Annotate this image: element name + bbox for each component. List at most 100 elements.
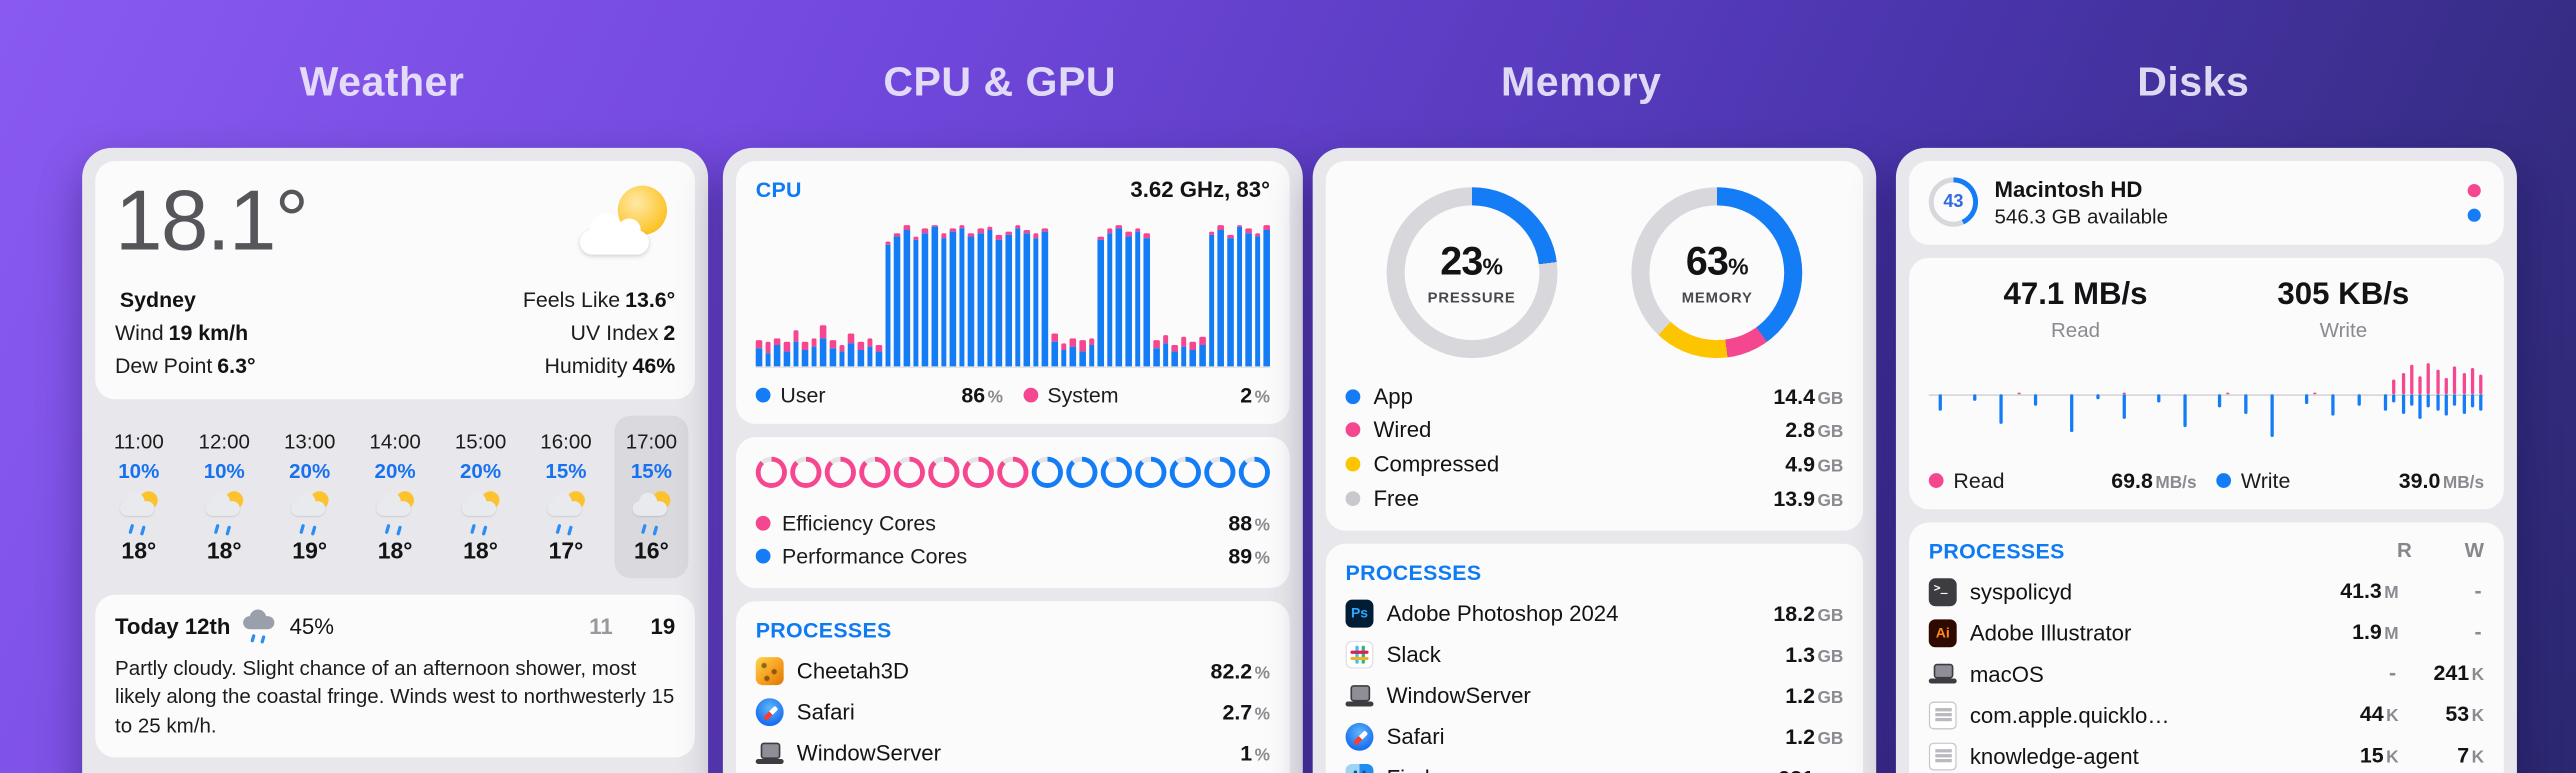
cpu-widget-title: CPU & GPU: [883, 59, 1117, 106]
cpu-history-bar: [922, 215, 929, 367]
system-legend-label: System: [1047, 382, 1119, 408]
process-value-unit: GB: [1817, 688, 1844, 708]
process-row: macOS - 241 K: [1928, 653, 2484, 694]
cpu-history-bar: [1023, 215, 1030, 367]
laptop-icon: [1928, 660, 1957, 688]
performance-core-ring: [1031, 456, 1063, 488]
performance-core-ring: [1238, 456, 1270, 488]
read-number: 1.9: [2352, 619, 2382, 645]
process-value-unit: GB: [1817, 647, 1844, 667]
hour-time: 17:00: [625, 430, 678, 454]
efficiency-core-ring: [962, 456, 994, 488]
cpu-history-bar: [1088, 215, 1095, 367]
wind-label: Wind: [115, 319, 164, 345]
disk-activity-slot: [2243, 357, 2248, 452]
app-legend-dot: [1345, 389, 1361, 404]
disk-activity-slot: [2226, 357, 2231, 452]
write-speed-label: Write: [2319, 317, 2368, 341]
cpu-history-bar: [1227, 215, 1233, 367]
disk-activity-slot: [2295, 357, 2300, 452]
disk-activity-slot: [2348, 357, 2353, 452]
app-value-unit: GB: [1817, 389, 1844, 409]
cpu-gpu-widget[interactable]: CPU 3.62 GHz, 83° User 86% System 2%: [722, 147, 1303, 773]
cpu-history-bar: [931, 215, 938, 367]
disk-activity-slot: [2068, 357, 2073, 452]
disk-activity-slot: [2470, 357, 2475, 452]
cpu-history-bar: [1060, 215, 1067, 367]
performance-percent-unit: %: [1254, 547, 1270, 568]
write-legend-dot: [2216, 472, 2232, 488]
rain-cloud-sun-icon: [117, 491, 160, 533]
write-rate-number: 39.0: [2398, 467, 2441, 493]
memory-widget[interactable]: 23% PRESSURE 63% MEMORY App 14.4 GB: [1312, 147, 1877, 773]
process-cpu-percent: 82.2%: [1211, 656, 1270, 686]
hour-time: 11:00: [113, 430, 164, 454]
write-legend-label: Write: [2240, 467, 2291, 493]
memory-usage-donut: 63% MEMORY: [1631, 187, 1803, 359]
memory-processes-section: PROCESSES Adobe Photoshop 2024 18.2GB Sl…: [1325, 544, 1864, 773]
user-percent-number: 86: [961, 382, 986, 408]
cpu-history-bar: [1069, 215, 1076, 367]
hour-precip: 15%: [545, 460, 587, 484]
disk-activity-slot: [2016, 357, 2021, 452]
disk-activity-slot: [2452, 357, 2457, 452]
cpu-history-bar: [1143, 215, 1150, 367]
hourly-column: 11:00 10% 18°: [102, 416, 176, 579]
disk-activity-slot: [2051, 357, 2056, 452]
free-memory-value: 13.9 GB: [1773, 486, 1843, 511]
weather-widget[interactable]: 18.1° Sydney Wind 19 km/h Dew Point 6.3° F…: [82, 147, 709, 773]
read-unit: M: [2384, 624, 2399, 645]
photoshop-icon: [1345, 600, 1374, 629]
cpu-history-bar: [1245, 215, 1252, 367]
process-value-unit: GB: [1817, 729, 1844, 749]
finder-icon: [1345, 764, 1374, 773]
cpu-core-rings: [755, 453, 1270, 491]
free-legend-dot: [1345, 490, 1361, 506]
process-name: Finder: [1387, 766, 1766, 773]
process-memory-value: 1.2 GB: [1785, 723, 1843, 753]
compressed-memory-value: 4.9 GB: [1785, 452, 1843, 477]
process-memory-value: 1.2 GB: [1785, 682, 1843, 712]
efficiency-core-ring: [893, 456, 925, 488]
cpu-history-bar: [857, 215, 864, 367]
performance-cores-label: Performance Cores: [782, 542, 968, 568]
process-value-number: 82.2: [1210, 657, 1253, 683]
weather-widget-title: Weather: [299, 59, 465, 106]
cpu-processes-section: PROCESSES Cheetah3D 82.2% Safari 2.7% Wi…: [736, 601, 1290, 773]
disk-activity-slot: [2164, 357, 2169, 452]
read-column-header: R: [2396, 538, 2412, 562]
cpu-history-bar: [1051, 215, 1058, 367]
free-value-unit: GB: [1817, 490, 1844, 511]
user-percent: 86%: [961, 383, 1003, 408]
cpu-usage-section: CPU 3.62 GHz, 83° User 86% System 2%: [736, 161, 1290, 424]
wired-value-unit: GB: [1817, 422, 1844, 443]
read-rate-number: 69.8: [2111, 467, 2153, 493]
disk-activity-slot: [2130, 357, 2135, 452]
feels-like-label: Feels Like: [522, 286, 621, 312]
sun-behind-cloud-icon: [579, 184, 675, 260]
process-memory-value: 1.3 GB: [1785, 641, 1843, 671]
write-column-header: W: [2464, 538, 2485, 562]
disk-activity-slot: [2322, 357, 2327, 452]
process-read-value: -: [2307, 659, 2399, 689]
today-precip: 45%: [289, 613, 334, 639]
write-rate: 39.0 MB/s: [2399, 467, 2484, 492]
disk-activity-slot: [2409, 357, 2414, 452]
laptop-icon: [755, 739, 784, 767]
process-row: Safari 2.7%: [755, 692, 1270, 733]
process-memory-value: 931MB: [1778, 764, 1843, 773]
disk-activity-slot: [2138, 357, 2143, 452]
today-high-temp: 19: [650, 613, 676, 639]
memory-free-row: Free 13.9 GB: [1345, 481, 1843, 515]
process-memory-value: 18.2 GB: [1773, 599, 1843, 629]
disk-activity-slot: [1972, 357, 1977, 452]
process-read-value: 1.9 M: [2307, 618, 2399, 648]
cpu-history-bar: [1236, 215, 1243, 367]
performance-core-ring: [1066, 456, 1098, 488]
cpu-history-bar: [903, 215, 910, 367]
disk-activity-slot: [2383, 357, 2388, 452]
disks-widget[interactable]: 43 Macintosh HD 546.3 GB available 47.1 …: [1895, 147, 2517, 773]
process-row: WindowServer 1%: [755, 733, 1270, 773]
cpu-history-bar: [783, 215, 790, 367]
